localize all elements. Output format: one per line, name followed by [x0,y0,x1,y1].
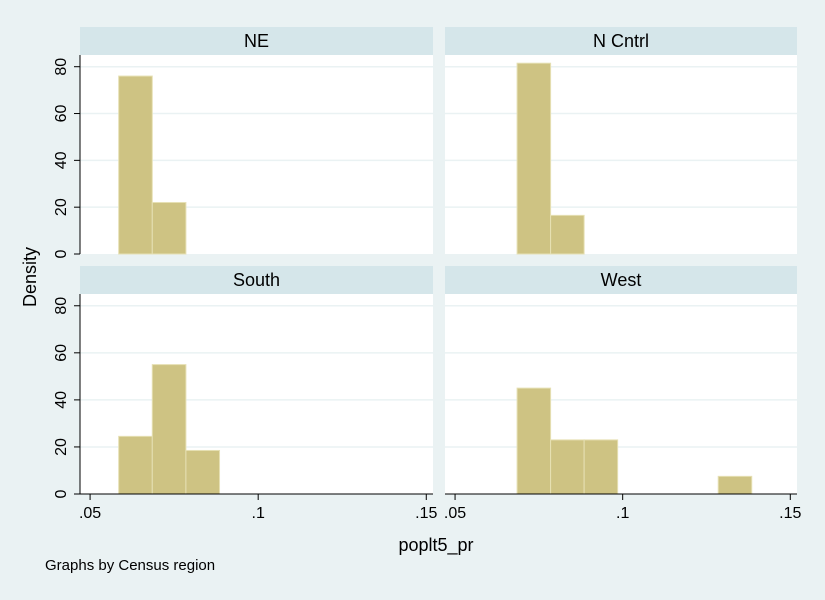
x-axis-label: poplt5_pr [398,535,473,556]
histogram-bar [118,435,153,495]
y-axis-label: Density [20,247,40,307]
panel-header [80,266,433,294]
y-tick-label: 0 [53,489,70,498]
y-tick-label: 60 [53,344,70,362]
graph-note: Graphs by Census region [45,557,215,574]
histogram-bar [550,214,585,255]
panel-title: South [233,270,280,290]
histogram-bar [185,449,221,495]
histogram-bar [516,387,552,495]
x-tick-label: .1 [252,505,265,522]
y-tick-label: 40 [53,151,70,169]
plot-area [445,55,797,254]
plot-area [445,294,797,494]
y-tick-label: 60 [53,105,70,123]
x-tick-label: .05 [79,505,101,522]
panel-ne: NE 0 20 40 60 80 [53,27,433,258]
x-tick-label: .15 [779,505,801,522]
panel-title: West [601,270,642,290]
x-tick-label: .05 [444,505,466,522]
panels-group: NE 0 20 40 60 80 N Cntrl South 0 20 40 60 80 .05 .1 .15… [53,27,802,522]
histogram-bar [583,439,619,495]
panel-west: West .05 .1 .15 [444,266,802,522]
panel-n-cntrl: N Cntrl [445,27,797,255]
x-tick-label: .1 [616,505,629,522]
histogram-bar [717,475,753,495]
panel-header [80,27,433,55]
histogram-bar [118,75,153,255]
y-tick-label: 0 [53,249,70,258]
y-tick-label: 20 [53,438,70,456]
x-tick-label: .15 [415,505,437,522]
histogram-bar [151,201,187,255]
histogram-bar [151,364,187,495]
panel-title: N Cntrl [593,31,649,51]
panel-title: NE [244,31,269,51]
y-tick-label: 40 [53,391,70,409]
y-tick-label: 80 [53,297,70,315]
y-tick-label: 20 [53,198,70,216]
panel-south: South 0 20 40 60 80 .05 .1 .15 [53,266,437,522]
panel-header [445,266,797,294]
panel-header [445,27,797,55]
histogram-bar [550,439,585,495]
y-tick-label: 80 [53,58,70,76]
histogram-bar [516,62,552,255]
